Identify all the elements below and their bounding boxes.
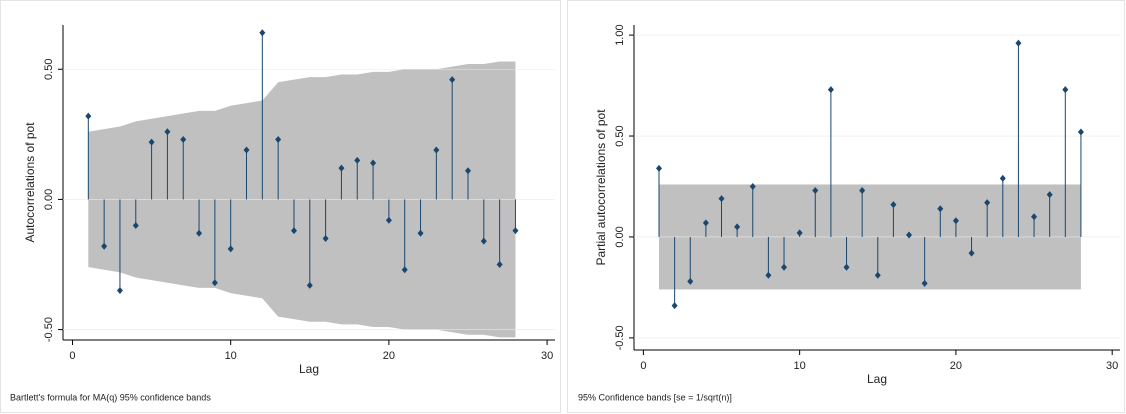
marker (827, 86, 834, 94)
marker (211, 279, 218, 287)
x-tick-label: 20 (950, 360, 962, 372)
marker (937, 205, 944, 213)
marker (417, 229, 424, 237)
marker (480, 237, 487, 245)
marker (781, 263, 788, 271)
x-tick-label: 0 (69, 350, 75, 362)
marker (306, 281, 313, 289)
marker (132, 221, 139, 229)
marker (671, 302, 678, 310)
marker (433, 146, 440, 154)
marker (338, 164, 345, 172)
marker (227, 245, 234, 253)
x-tick-label: 10 (794, 360, 806, 372)
marker (859, 187, 866, 195)
marker (116, 287, 123, 295)
marker (749, 182, 756, 190)
note: 95% Confidence bands [se = 1/sqrt(n)] (578, 392, 732, 402)
marker (718, 195, 725, 203)
y-tick-label: -0.50 (43, 317, 55, 342)
marker (243, 146, 250, 154)
marker (812, 187, 819, 195)
marker (952, 217, 959, 225)
marker (101, 242, 108, 250)
marker (1015, 39, 1022, 47)
x-tick-label: 10 (225, 350, 237, 362)
marker (999, 174, 1006, 182)
x-tick-label: 30 (1106, 360, 1118, 372)
y-tick-label: 1.00 (614, 24, 626, 45)
x-tick-label: 0 (640, 360, 646, 372)
marker (322, 234, 329, 242)
marker (370, 159, 377, 167)
marker (765, 271, 772, 279)
note: Bartlett's formula for MA(q) 95% confide… (10, 392, 211, 402)
marker (85, 112, 92, 120)
marker (275, 136, 282, 144)
marker (921, 279, 928, 287)
marker (401, 266, 408, 274)
marker (906, 231, 913, 239)
marker (385, 216, 392, 224)
marker (196, 229, 203, 237)
marker (148, 138, 155, 146)
marker (843, 263, 850, 271)
marker (656, 164, 663, 172)
y-tick-label: 0.50 (43, 59, 55, 80)
marker (890, 201, 897, 209)
marker (290, 227, 297, 235)
marker (734, 223, 741, 231)
marker (1031, 213, 1038, 221)
marker (164, 128, 171, 136)
marker (464, 167, 471, 175)
marker (874, 271, 881, 279)
marker (512, 227, 519, 235)
x-tick-label: 20 (383, 350, 395, 362)
marker (496, 261, 503, 269)
marker (180, 136, 187, 144)
marker (968, 249, 975, 257)
x-axis-label: Lag (299, 362, 319, 376)
marker (1077, 128, 1084, 136)
y-tick-label: 0.00 (43, 189, 55, 210)
x-tick-label: 30 (541, 350, 553, 362)
marker (687, 277, 694, 285)
x-axis-label: Lag (867, 372, 887, 386)
marker (1046, 191, 1053, 199)
marker (1062, 86, 1069, 94)
marker (984, 199, 991, 207)
y-axis-label: Autocorrelations of pot (23, 122, 37, 243)
marker (354, 156, 361, 164)
marker (449, 76, 456, 84)
y-axis-label: Partial autocorrelations of pot (594, 109, 608, 266)
marker (702, 219, 709, 227)
marker (259, 29, 266, 37)
y-tick-label: 0.00 (614, 226, 626, 247)
y-tick-label: 0.50 (614, 125, 626, 146)
marker (796, 229, 803, 237)
y-tick-label: -0.50 (614, 325, 626, 350)
